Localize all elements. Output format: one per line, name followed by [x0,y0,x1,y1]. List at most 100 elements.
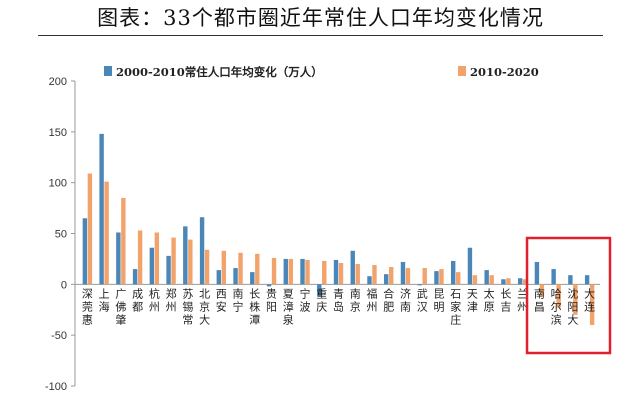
category-label: 南宁 [233,287,244,313]
bar-series-1 [333,259,339,285]
bar-series-2 [338,262,344,285]
bar-series-2 [154,232,160,285]
category-label-char: 成 [132,287,143,300]
bar-series-2 [405,268,411,285]
category-label: 大连 [584,286,595,313]
category-label-char: 郑 [166,286,177,300]
y-tick-label: 200 [49,76,67,88]
legend-swatch-series-1 [104,66,112,76]
category-label: 郑州 [166,286,177,313]
category-label: 兰州 [517,287,528,313]
category-label: 长株潭 [249,287,260,326]
bar-series-1 [501,279,506,285]
bar-series-2 [489,275,494,285]
category-label-char: 大 [567,312,578,326]
bar-series-2 [556,284,561,308]
bar-series-1 [99,133,104,285]
category-label: 夏漳泉 [283,287,294,326]
category-label-char: 庄 [450,312,461,326]
category-label: 苏锡常 [182,287,193,326]
title-rule [38,35,603,36]
category-label-char: 贵 [266,287,277,300]
bar-series-2 [439,269,444,285]
bar-series-1 [116,232,121,285]
category-label: 沈阳大 [567,286,578,326]
category-label-char: 州 [366,300,377,313]
category-label-char: 吉 [500,300,511,313]
category-label-char: 长 [249,287,260,300]
bar-series-2 [372,265,377,285]
category-label: 哈尔滨 [551,287,562,326]
category-label-char: 佛 [115,300,126,313]
category-label: 北京大 [199,287,210,326]
category-label-char: 京 [350,299,361,313]
y-tick-label: -100 [45,381,67,393]
bar-series-1 [450,260,456,285]
bar-series-2 [171,237,176,285]
category-label: 福州 [366,286,377,313]
bar-series-2 [137,230,143,285]
bar-series-1 [283,258,288,285]
category-label-char: 常 [182,313,193,326]
category-label-char: 岛 [333,299,344,313]
category-label: 昆明 [433,287,444,313]
y-tick-label: 50 [55,229,67,241]
bar-series-2 [288,258,293,285]
bar-series-2 [322,260,327,285]
category-label-char: 广 [115,287,126,300]
category-label-char: 尔 [551,300,562,313]
category-label-char: 锡 [182,299,193,313]
highlight-box [525,236,612,355]
bar-series-1 [517,278,523,285]
legend-label-series-2: 2010-2020 [470,65,539,79]
category-label: 石家庄 [450,287,461,326]
category-label: 深莞惠 [82,287,93,326]
bar-series-1 [149,247,155,285]
category-label-char: 大 [584,286,595,300]
category-label: 济南 [400,286,411,313]
category-label-char: 津 [467,300,478,313]
category-label: 天津 [467,287,478,313]
category-label: 合肥 [383,286,394,313]
category-label-char: 上 [99,287,110,300]
category-label-char: 阳 [266,300,277,313]
bar-series-2 [238,252,243,285]
category-label-char: 大 [199,312,210,326]
category-label-char: 昌 [534,300,545,313]
category-label-char: 福 [366,286,377,300]
bar-series-1 [233,268,238,285]
category-label-char: 南 [233,287,244,300]
category-label: 上海 [99,287,110,313]
bar-series-2 [539,284,545,297]
category-label-char: 明 [433,300,444,313]
bar-series-1 [584,275,590,285]
bar-series-2 [305,259,310,285]
category-label-char: 沈 [567,286,578,300]
category-label-char: 汉 [417,300,428,313]
chart-title: 图表：33个都市圈近年常住人口年均变化情况 [97,6,544,30]
bar-series-2 [522,279,528,285]
category-label: 武汉 [417,287,428,313]
category-label-char: 昆 [433,287,444,300]
category-label-char: 京 [199,299,210,313]
category-label: 贵阳 [266,287,277,313]
category-label: 杭州 [149,286,160,313]
bar-series-2 [472,275,478,285]
category-label-char: 肇 [115,312,126,326]
y-tick-label: -50 [51,330,67,342]
bar-series-2 [204,249,210,285]
y-tick-label: 150 [49,127,67,139]
bar-series-1 [300,258,305,285]
category-label: 南京 [350,287,361,313]
category-label: 重庆 [316,286,327,313]
category-label-char: 原 [484,300,495,313]
category-label-char: 海 [99,299,110,313]
bar-series-1 [266,284,272,287]
bar-series-2 [121,197,126,285]
bar-series-1 [551,269,556,285]
legend-swatch-series-2 [458,66,466,76]
category-label-char: 惠 [82,312,93,326]
category-label-char: 太 [484,287,495,300]
bar-series-2 [589,284,595,325]
